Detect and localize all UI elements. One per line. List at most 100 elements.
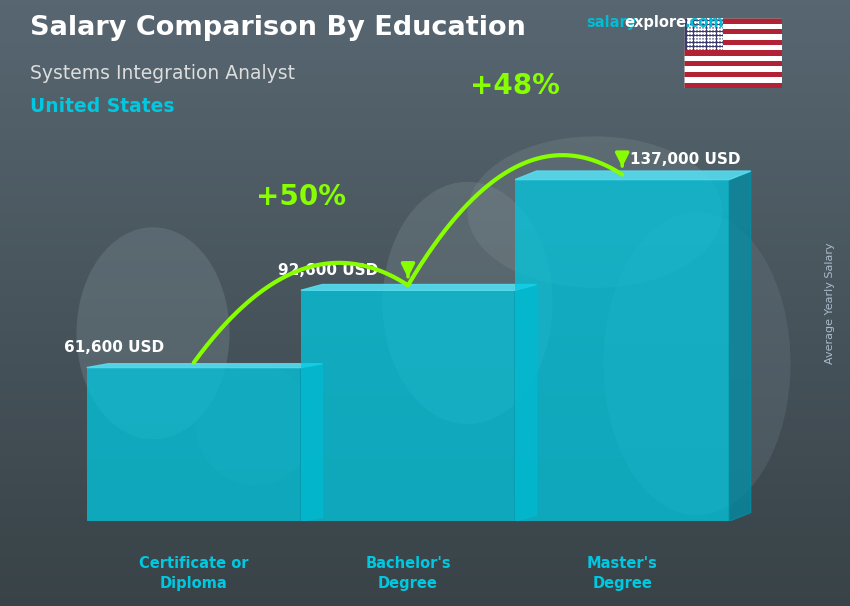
Bar [0,409,850,412]
Bar [0,382,850,385]
Bar [0,9,850,12]
Bar [0,236,850,239]
Bar [0,15,850,18]
Text: Master's
Degree: Master's Degree [586,556,658,591]
Bar [0,494,850,497]
Bar [0,506,850,509]
Bar [0,188,850,191]
Bar [0,464,850,467]
Bar [0,39,850,42]
Bar [0,167,850,170]
Polygon shape [87,364,322,368]
Bar [0,45,850,48]
Bar [0,161,850,164]
Bar [0,127,850,130]
Bar [0,24,850,27]
Bar [0,454,850,458]
Bar [0,406,850,409]
Bar [0,139,850,142]
Bar [0,548,850,551]
Bar [0,315,850,318]
Bar [0,594,850,597]
Bar [0,155,850,158]
Bar [0,273,850,276]
Bar [0,318,850,321]
Bar [0,148,850,152]
Bar [0,55,850,58]
Bar [0,597,850,600]
Bar [684,18,782,24]
Bar [0,551,850,554]
Bar [0,264,850,267]
Bar [0,394,850,397]
Bar [0,355,850,358]
Bar [0,158,850,161]
Bar [0,361,850,364]
Bar [0,61,850,64]
Bar [0,182,850,185]
Bar [0,491,850,494]
Bar [0,351,850,355]
Bar [0,224,850,227]
Bar [0,476,850,479]
Bar [0,18,850,21]
Bar [0,36,850,39]
Bar [0,42,850,45]
Bar [0,76,850,79]
Bar [0,436,850,439]
Bar [0,248,850,251]
Bar [0,324,850,327]
Bar [684,82,782,88]
Bar [0,445,850,448]
Bar [0,576,850,579]
Polygon shape [301,284,536,290]
Bar [0,245,850,248]
Bar [0,300,850,303]
Bar [0,164,850,167]
Text: Average Yearly Salary: Average Yearly Salary [824,242,835,364]
Bar [0,458,850,461]
Bar [87,368,301,521]
Text: United States: United States [30,97,174,116]
Text: 61,600 USD: 61,600 USD [64,340,164,355]
Ellipse shape [604,212,791,515]
Bar [0,415,850,418]
Bar [0,209,850,212]
Bar [0,173,850,176]
Bar [0,488,850,491]
Text: .com: .com [684,15,723,30]
Ellipse shape [468,136,722,288]
Bar [0,512,850,515]
Bar [0,588,850,591]
Bar [0,470,850,473]
Bar [0,554,850,558]
Bar [0,200,850,203]
Bar [0,482,850,485]
Bar [0,227,850,230]
Bar [0,451,850,454]
Bar [0,321,850,324]
Bar [0,376,850,379]
Bar [0,521,850,524]
Bar [0,121,850,124]
Bar [0,33,850,36]
Bar [0,591,850,594]
Bar [0,258,850,261]
Bar [0,73,850,76]
Bar [684,29,782,35]
Bar [0,579,850,582]
Bar [0,100,850,103]
Bar [0,230,850,233]
Bar [0,330,850,333]
Bar [0,388,850,391]
Bar [0,106,850,109]
Bar [0,391,850,394]
Bar [0,533,850,536]
Bar [0,479,850,482]
Bar [0,442,850,445]
Bar [0,385,850,388]
Bar [0,67,850,70]
Bar [0,364,850,367]
Bar [0,218,850,221]
Bar [0,603,850,606]
